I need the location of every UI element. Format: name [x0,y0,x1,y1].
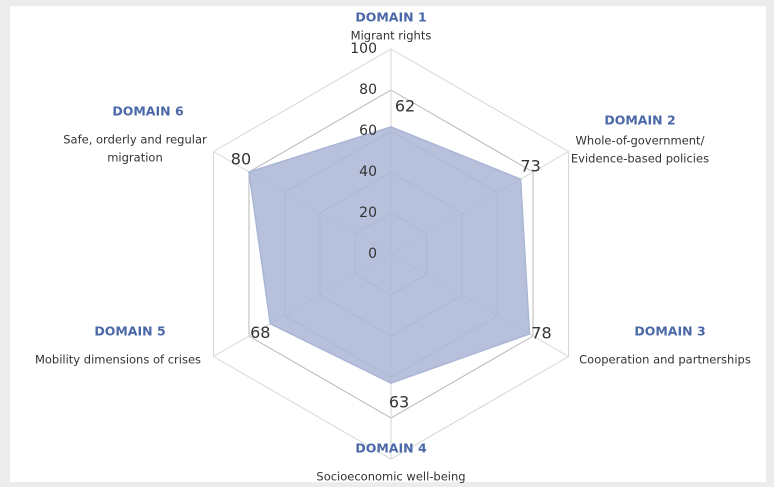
domain-name: Safe, orderly and regular [63,133,207,147]
domain-name: migration [107,151,163,165]
domain-label: DOMAIN 4 [355,441,427,456]
r-tick-label: 100 [350,41,377,57]
domain-name: Migrant rights [351,29,432,43]
domain-name: Evidence-based policies [571,152,709,166]
value-label: 68 [250,323,270,342]
r-tick-label: 80 [359,82,377,98]
r-tick-label: 60 [359,123,377,139]
value-label: 73 [520,157,540,176]
domain-label: DOMAIN 3 [634,324,705,339]
r-tick-label: 20 [359,205,377,221]
domain-label: DOMAIN 6 [112,104,184,119]
data-area [248,126,531,384]
domain-name: Whole-of-government/ [576,134,705,148]
domain-name: Cooperation and partnerships [579,353,751,367]
value-label: 78 [531,323,551,342]
value-label: 63 [389,393,409,412]
r-tick-label: 0 [368,246,377,262]
domain-label: DOMAIN 5 [94,324,165,339]
value-label: 62 [395,96,415,115]
domain-name: Socioeconomic well-being [316,470,465,484]
domain-label: DOMAIN 2 [604,113,675,128]
value-label: 80 [231,150,251,169]
domain-label: DOMAIN 1 [355,10,426,25]
domain-name: Mobility dimensions of crises [35,353,201,367]
r-tick-label: 40 [359,164,377,180]
